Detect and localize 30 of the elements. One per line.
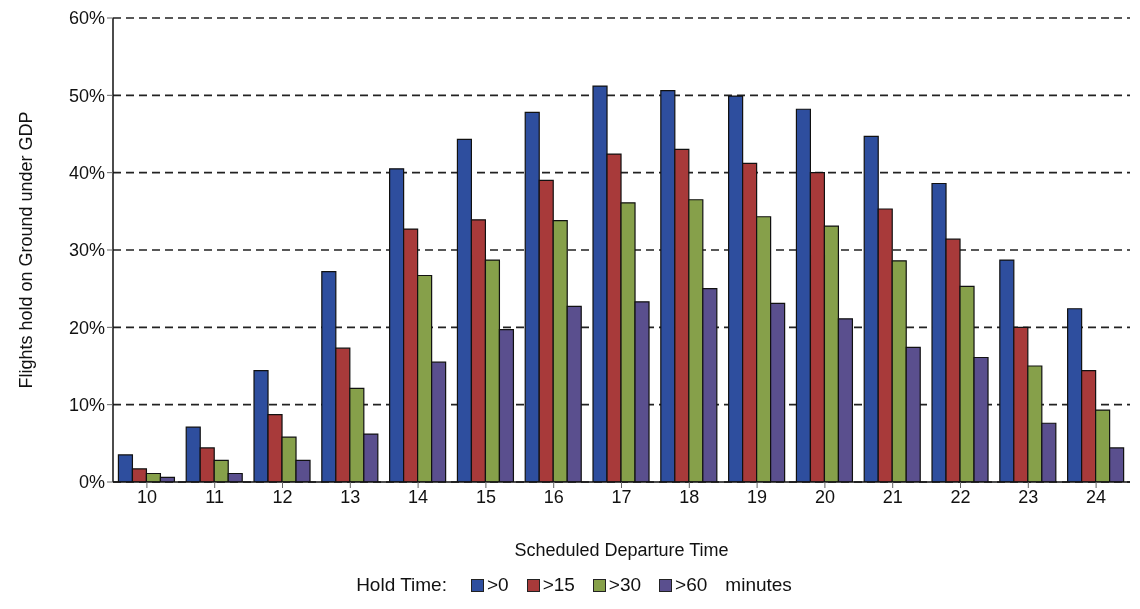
text: minutes bbox=[725, 574, 792, 596]
x-axis-title: Scheduled Departure Time bbox=[514, 540, 729, 560]
x-tick-label: 15 bbox=[475, 486, 496, 507]
x-tick-label: 10 bbox=[136, 486, 157, 507]
y-tick-label: 60% bbox=[68, 8, 105, 29]
x-tick-label: 16 bbox=[543, 486, 564, 507]
x-tick-label: 13 bbox=[340, 486, 361, 507]
y-tick-label: 10% bbox=[68, 395, 105, 416]
x-tick-label: 19 bbox=[747, 486, 768, 507]
x-tick-label: 24 bbox=[1086, 486, 1107, 507]
y-tick-label: 30% bbox=[68, 240, 105, 261]
x-tick-label: 21 bbox=[882, 486, 903, 507]
legend-label: >15 bbox=[542, 574, 575, 596]
x-tick-label: 22 bbox=[950, 486, 971, 507]
x-tick-label: 11 bbox=[205, 486, 225, 507]
x-tick-label: 23 bbox=[1018, 486, 1039, 507]
y-tick-label: 40% bbox=[68, 163, 105, 184]
x-tick-label: 14 bbox=[408, 486, 429, 507]
y-tick-label: 0% bbox=[78, 472, 105, 493]
y-tick-label: 50% bbox=[68, 85, 105, 106]
y-axis-title: Flights hold on Ground under GDP bbox=[16, 111, 37, 389]
legend-label: >60 bbox=[675, 574, 708, 596]
x-tick-label: 20 bbox=[814, 486, 835, 507]
legend-label: >30 bbox=[608, 574, 642, 596]
legend-label: >0 bbox=[486, 574, 509, 596]
x-tick-label: 12 bbox=[272, 486, 293, 507]
y-tick-label: 20% bbox=[68, 317, 105, 338]
legend-title: Hold Time: bbox=[356, 574, 447, 596]
x-tick-label: 18 bbox=[679, 486, 700, 507]
x-tick-label: 17 bbox=[611, 486, 632, 507]
